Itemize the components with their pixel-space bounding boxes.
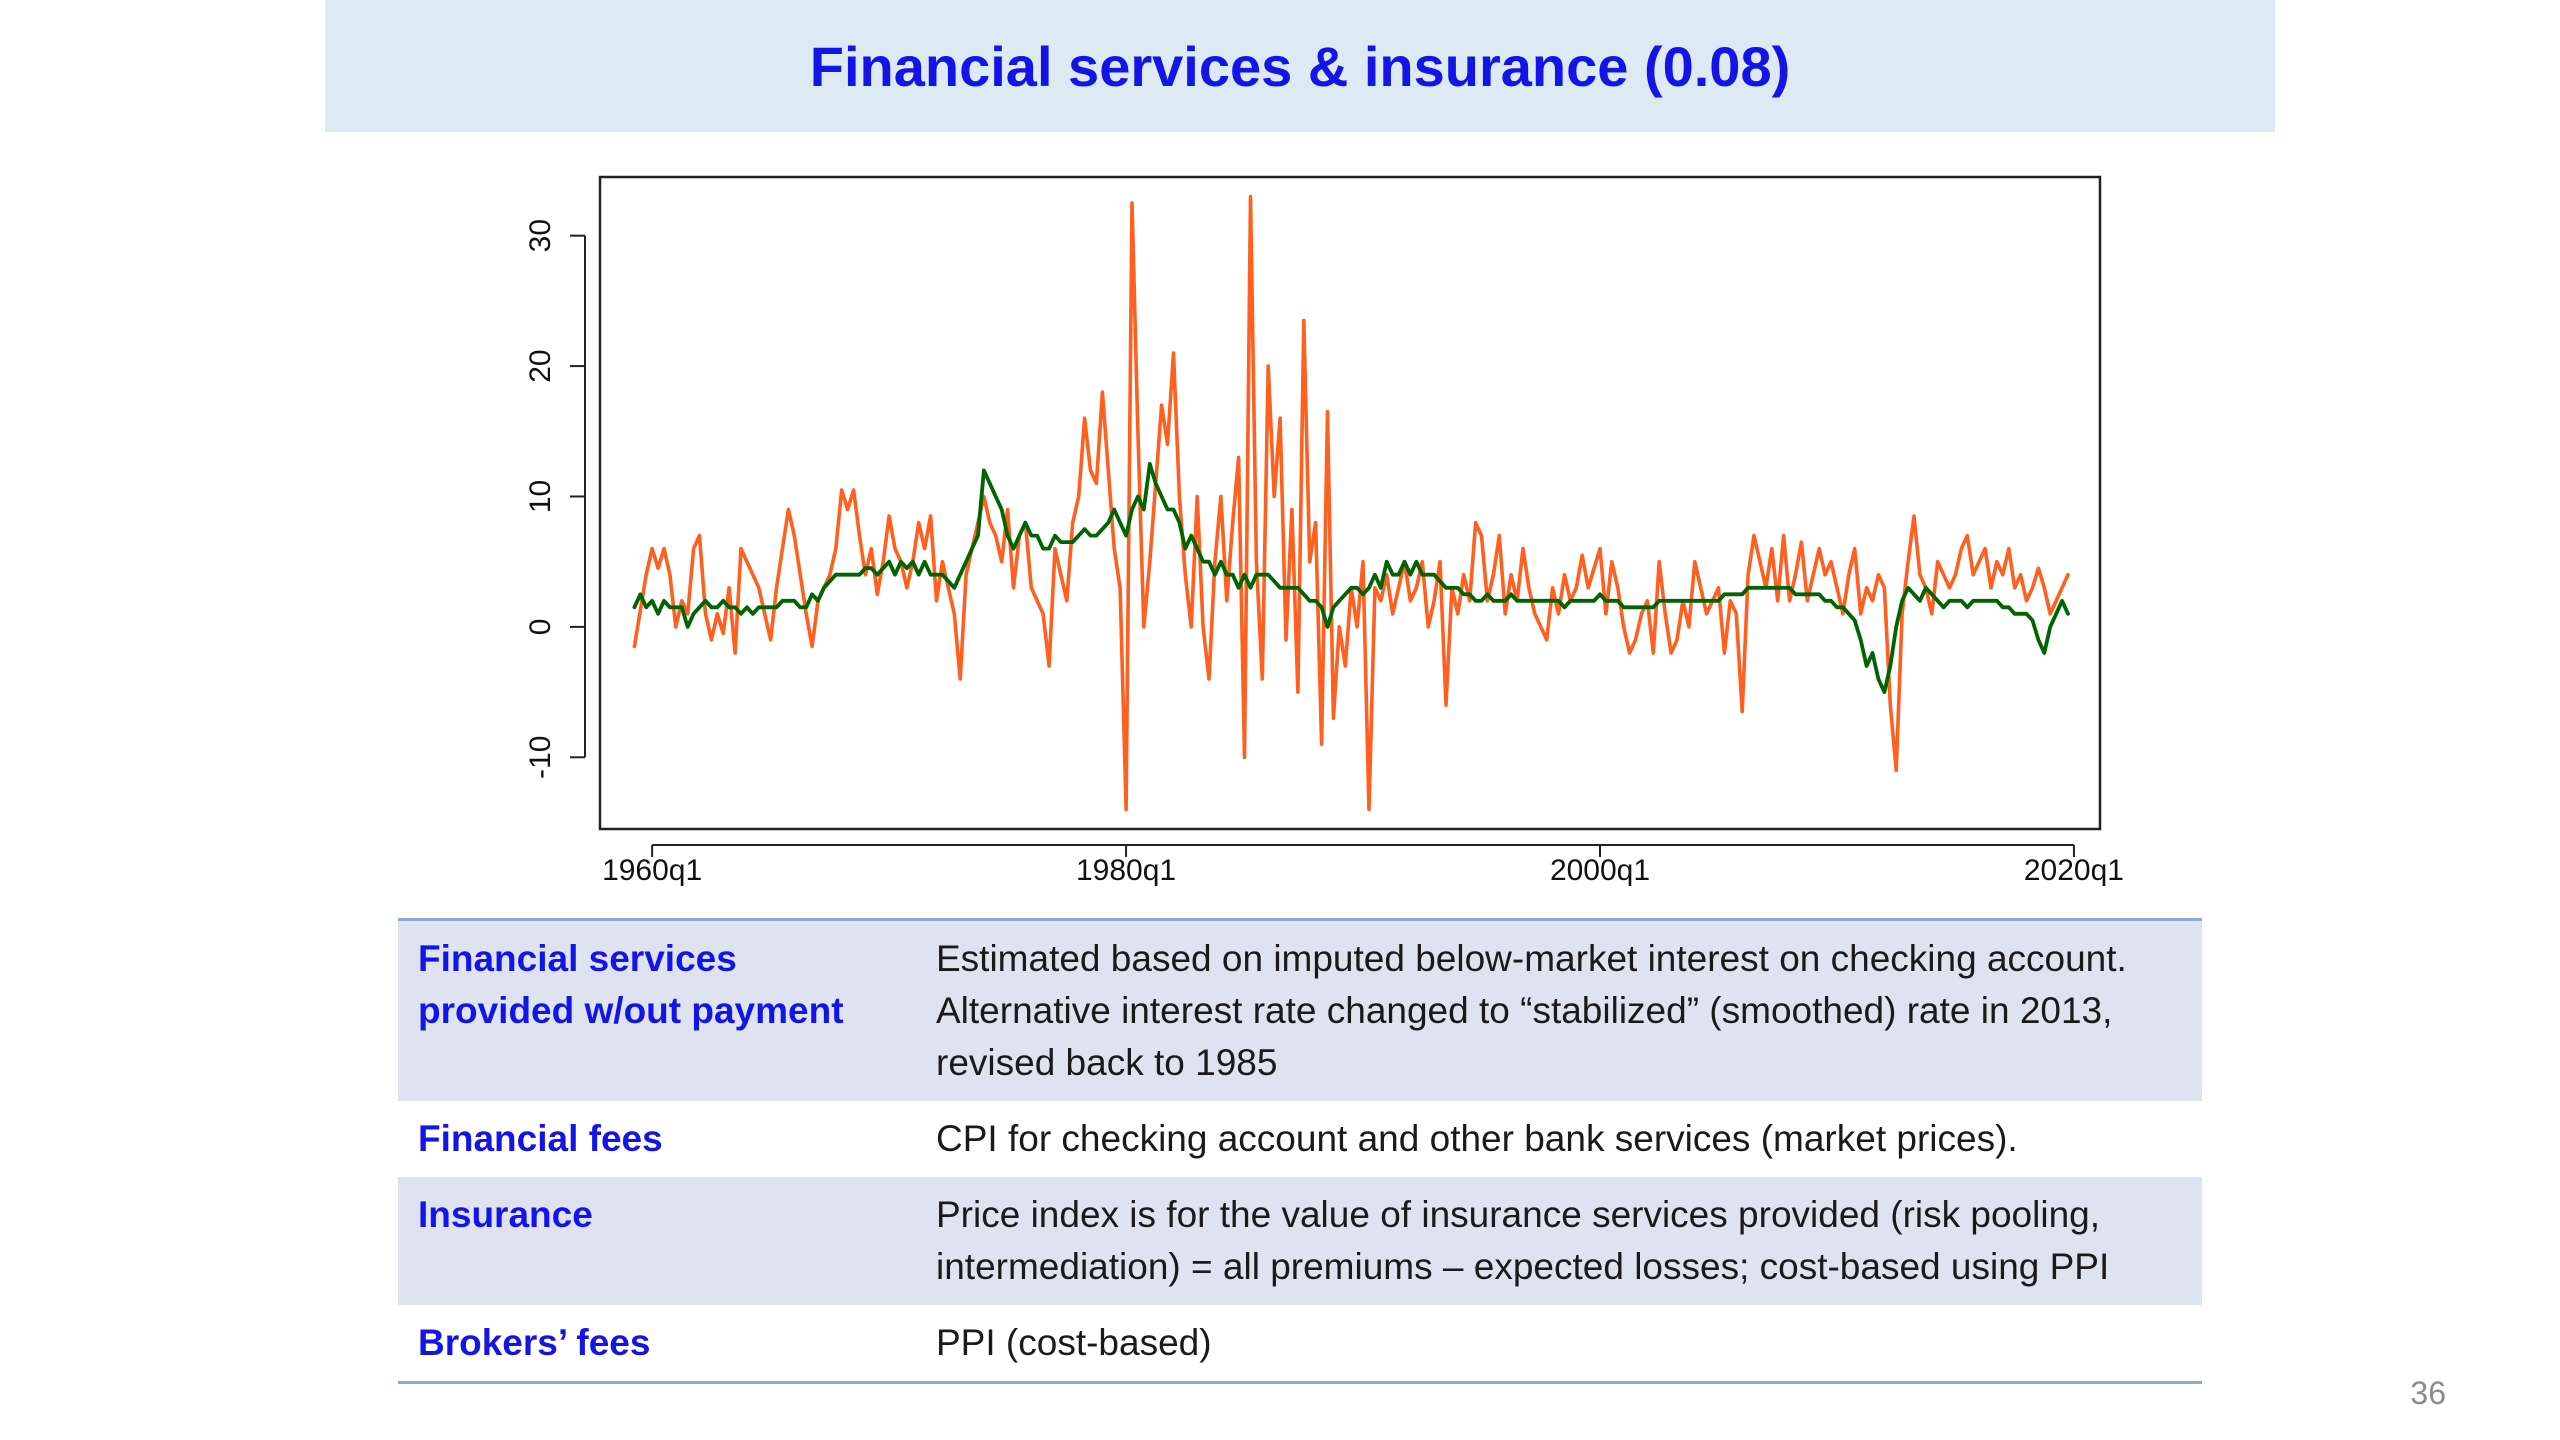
page-number: 36 bbox=[2410, 1375, 2446, 1411]
definitions-table: Financial services provided w/out paymen… bbox=[398, 918, 2202, 1384]
definition-term: Financial services provided w/out paymen… bbox=[398, 919, 916, 1101]
definition-term: Financial fees bbox=[418, 1118, 663, 1159]
definition-description: CPI for checking account and other bank … bbox=[936, 1118, 2018, 1159]
definition-description: Price index is for the value of insuranc… bbox=[916, 1177, 2202, 1305]
y-tick-label: 10 bbox=[524, 480, 557, 513]
plot-frame bbox=[598, 175, 2102, 831]
line-chart: -10 0 10 20 30 1960q1 1980q1 2000q1 2020q1 bbox=[524, 175, 2124, 887]
x-tick-label: 1960q1 bbox=[602, 854, 702, 887]
x-tick-label: 2000q1 bbox=[1550, 854, 1650, 887]
definition-term: Brokers’ fees bbox=[418, 1322, 651, 1363]
x-tick-label: 2020q1 bbox=[2024, 854, 2124, 887]
definition-row: Financial fees CPI for checking account … bbox=[398, 1101, 2202, 1177]
y-tick-label: 20 bbox=[524, 349, 557, 382]
definition-term: Insurance bbox=[398, 1177, 916, 1305]
definition-description: PPI (cost-based) bbox=[936, 1322, 1212, 1363]
y-axis: -10 0 10 20 30 bbox=[524, 219, 586, 779]
series-layer bbox=[632, 194, 2070, 812]
definition-row: Financial services provided w/out paymen… bbox=[398, 919, 2202, 1101]
x-tick-label: 1980q1 bbox=[1076, 854, 1176, 887]
y-tick-label: 0 bbox=[524, 619, 557, 636]
y-tick-label: 30 bbox=[524, 219, 557, 252]
definition-row: Insurance Price index is for the value o… bbox=[398, 1177, 2202, 1305]
series-line-green bbox=[632, 462, 2070, 694]
x-axis: 1960q1 1980q1 2000q1 2020q1 bbox=[602, 844, 2124, 887]
series-line-orange bbox=[632, 194, 2070, 812]
definition-row: Brokers’ fees PPI (cost-based) bbox=[398, 1305, 2202, 1383]
y-tick-label: -10 bbox=[524, 736, 557, 779]
slide-title: Financial services & insurance (0.08) bbox=[809, 34, 1791, 98]
definition-description: Estimated based on imputed below-market … bbox=[916, 919, 2202, 1101]
title-bar: Financial services & insurance (0.08) bbox=[325, 0, 2275, 132]
